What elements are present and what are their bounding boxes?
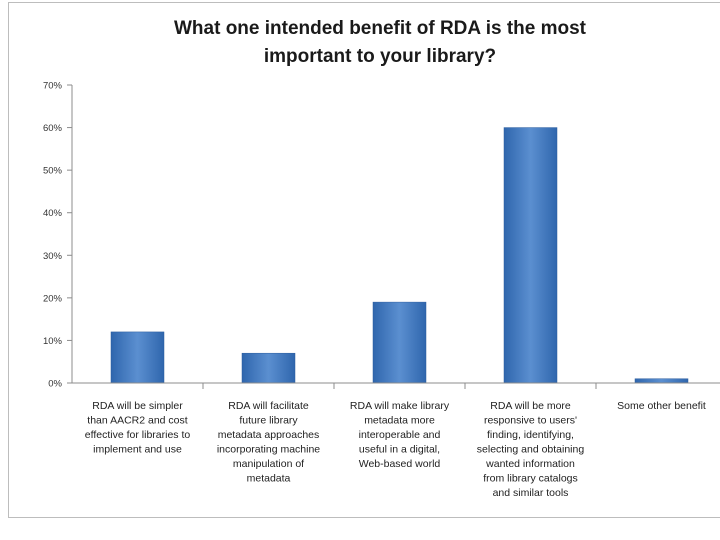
bar — [241, 352, 296, 384]
y-tick-label: 10% — [43, 336, 63, 347]
bar — [634, 378, 689, 384]
category-label: RDA will facilitate future library metadat… — [217, 400, 320, 485]
bar — [503, 127, 558, 384]
category-label: RDA will be simpler than AACR2 and cost ef… — [85, 400, 191, 456]
category-label: RDA will be more responsive to users' find… — [477, 400, 585, 499]
y-tick-label: 30% — [43, 251, 63, 262]
x-axis: RDA will be simpler than AACR2 and cost ef… — [72, 382, 720, 499]
bar — [372, 301, 427, 384]
y-tick-label: 50% — [43, 166, 63, 177]
y-axis: 0% 10% 20% 30% 40% 50% 60% 70% — [43, 81, 73, 390]
y-tick-label: 40% — [43, 208, 63, 219]
chart-title: What one intended benefit of RDA is the … — [174, 18, 587, 67]
y-tick-label: 60% — [43, 123, 63, 134]
y-tick-label: 0% — [48, 379, 62, 390]
y-tick-label: 20% — [43, 293, 63, 304]
bars — [110, 127, 689, 384]
category-label: Some other benefit — [617, 400, 706, 412]
chart-title-line: What one intended benefit of RDA is the … — [174, 18, 587, 39]
y-tick-label: 70% — [43, 81, 63, 92]
category-label: RDA will make library metadata more intero… — [350, 400, 450, 470]
chart-frame — [8, 2, 720, 518]
chart-title-line: important to your library? — [264, 46, 496, 67]
bar — [110, 331, 165, 384]
